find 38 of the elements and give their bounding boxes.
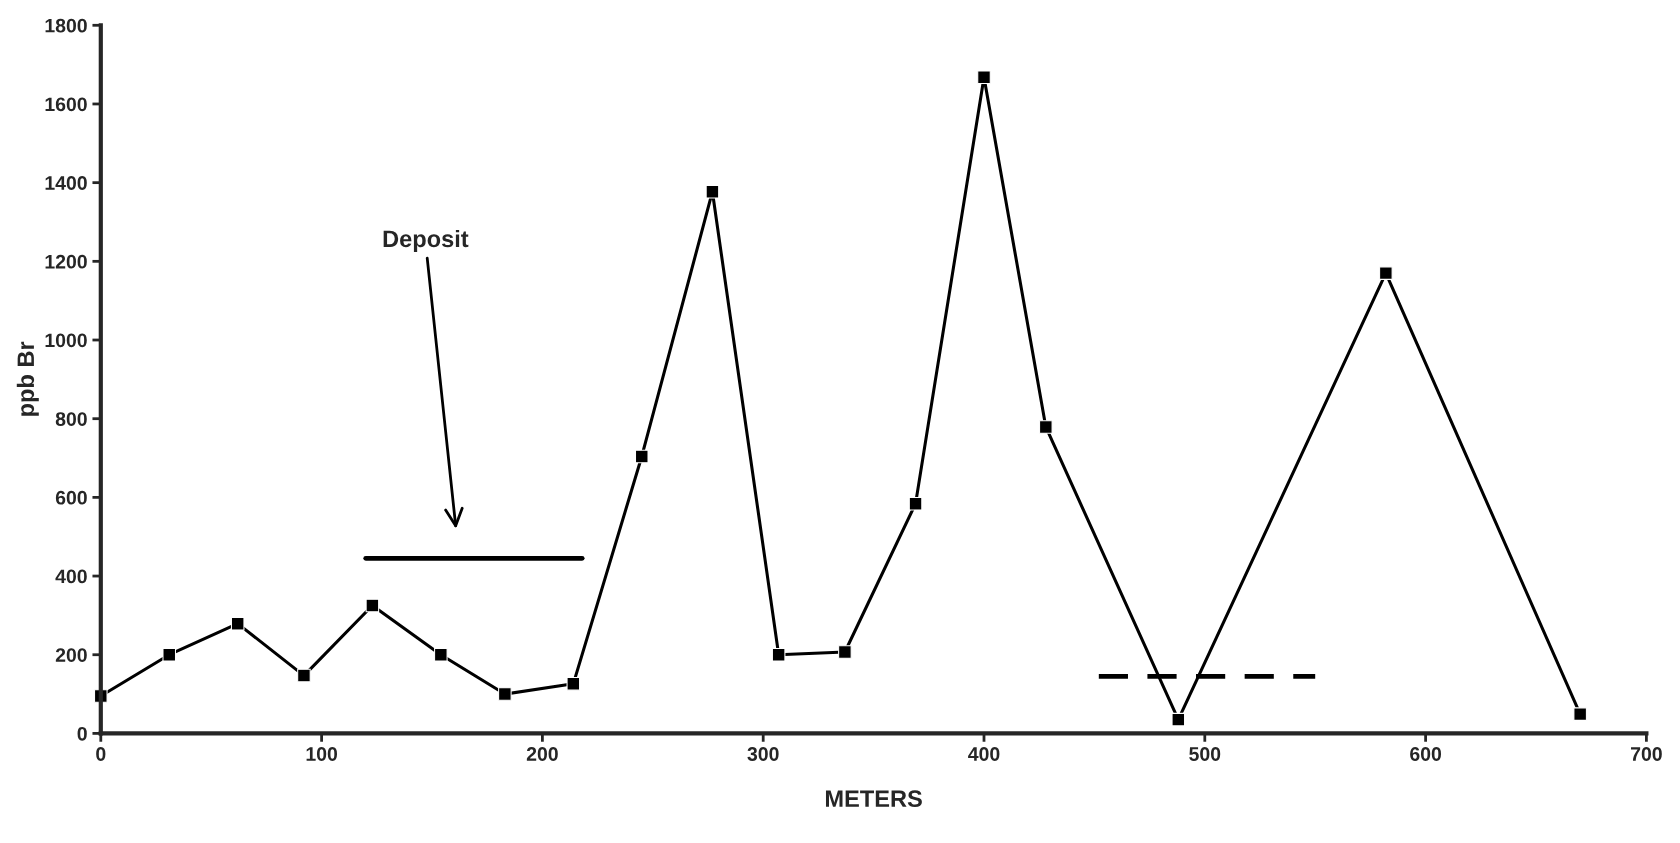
y-tick-label: 1600 xyxy=(45,97,87,112)
x-tick-label: 500 xyxy=(1189,747,1221,761)
point xyxy=(230,616,245,631)
y-tick-label: 600 xyxy=(55,490,87,505)
point xyxy=(297,668,311,683)
x-tick-label: 200 xyxy=(526,747,558,761)
y-tick-label: 400 xyxy=(55,569,87,584)
x-tick-label: 300 xyxy=(747,747,779,761)
annotation: Deposit xyxy=(383,229,469,252)
point xyxy=(1573,707,1587,721)
x-axis-title: METERS xyxy=(825,790,922,808)
point xyxy=(705,184,720,199)
y-tick-label: 1200 xyxy=(45,254,87,269)
y-tick-label: 1000 xyxy=(45,333,87,348)
point xyxy=(838,645,852,659)
x-tick-label: 100 xyxy=(306,747,338,761)
point xyxy=(1171,712,1186,727)
point xyxy=(908,496,923,511)
point xyxy=(977,70,991,84)
y-tick-label: 1400 xyxy=(45,176,87,190)
point xyxy=(434,647,448,662)
point xyxy=(1039,420,1053,434)
y-tick-label: 200 xyxy=(55,648,87,662)
point xyxy=(1379,266,1393,280)
y-tick-label: 800 xyxy=(55,412,87,426)
point xyxy=(498,687,512,701)
x-tick-label: 400 xyxy=(968,747,1000,761)
point xyxy=(771,647,786,662)
point xyxy=(365,598,380,613)
x-tick-label: 700 xyxy=(1631,747,1662,761)
point xyxy=(634,449,649,464)
point xyxy=(566,677,581,691)
x-tick-label: 600 xyxy=(1410,747,1442,761)
y-axis-title: ppb Br xyxy=(16,341,39,416)
point xyxy=(162,647,177,662)
y-tick-label: 1800 xyxy=(45,18,87,33)
y-tick-label: 0 xyxy=(77,726,87,741)
x-tick-label: 0 xyxy=(96,747,106,761)
